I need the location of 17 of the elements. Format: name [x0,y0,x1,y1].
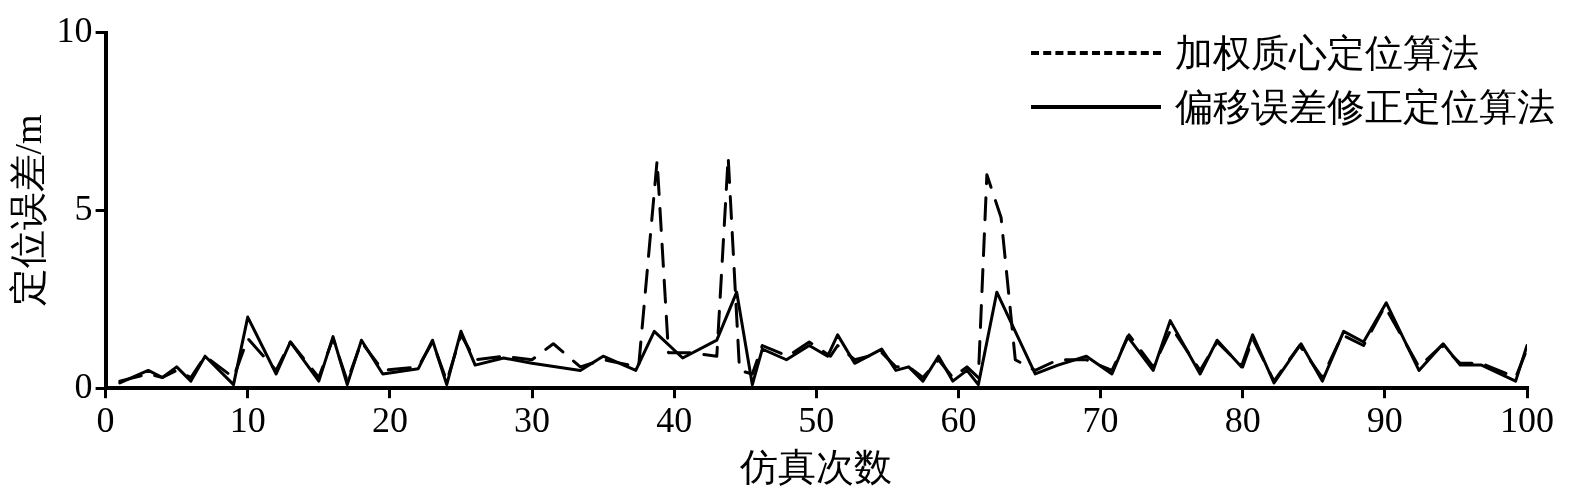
x-tick-label: 60 [940,400,977,441]
y-axis-title: 定位误差/m [6,114,49,307]
x-tick-label: 20 [371,400,408,441]
x-tick-label: 70 [1082,400,1119,441]
x-tick-label: 40 [656,400,693,441]
x-tick-label: 100 [1500,400,1554,441]
x-tick-label: 30 [514,400,551,441]
x-axis-title: 仿真次数 [739,446,893,489]
y-tick-label: 0 [74,365,93,406]
x-tick-label: 10 [229,400,266,441]
x-tick-label: 50 [798,400,835,441]
legend-label: 加权质心定位算法 [1175,31,1479,76]
y-tick-label: 10 [56,10,93,51]
x-tick-label: 80 [1224,400,1261,441]
y-tick-label: 5 [74,187,93,228]
legend-label: 偏移误差修正定位算法 [1175,85,1555,130]
x-tick-label: 90 [1366,400,1403,441]
